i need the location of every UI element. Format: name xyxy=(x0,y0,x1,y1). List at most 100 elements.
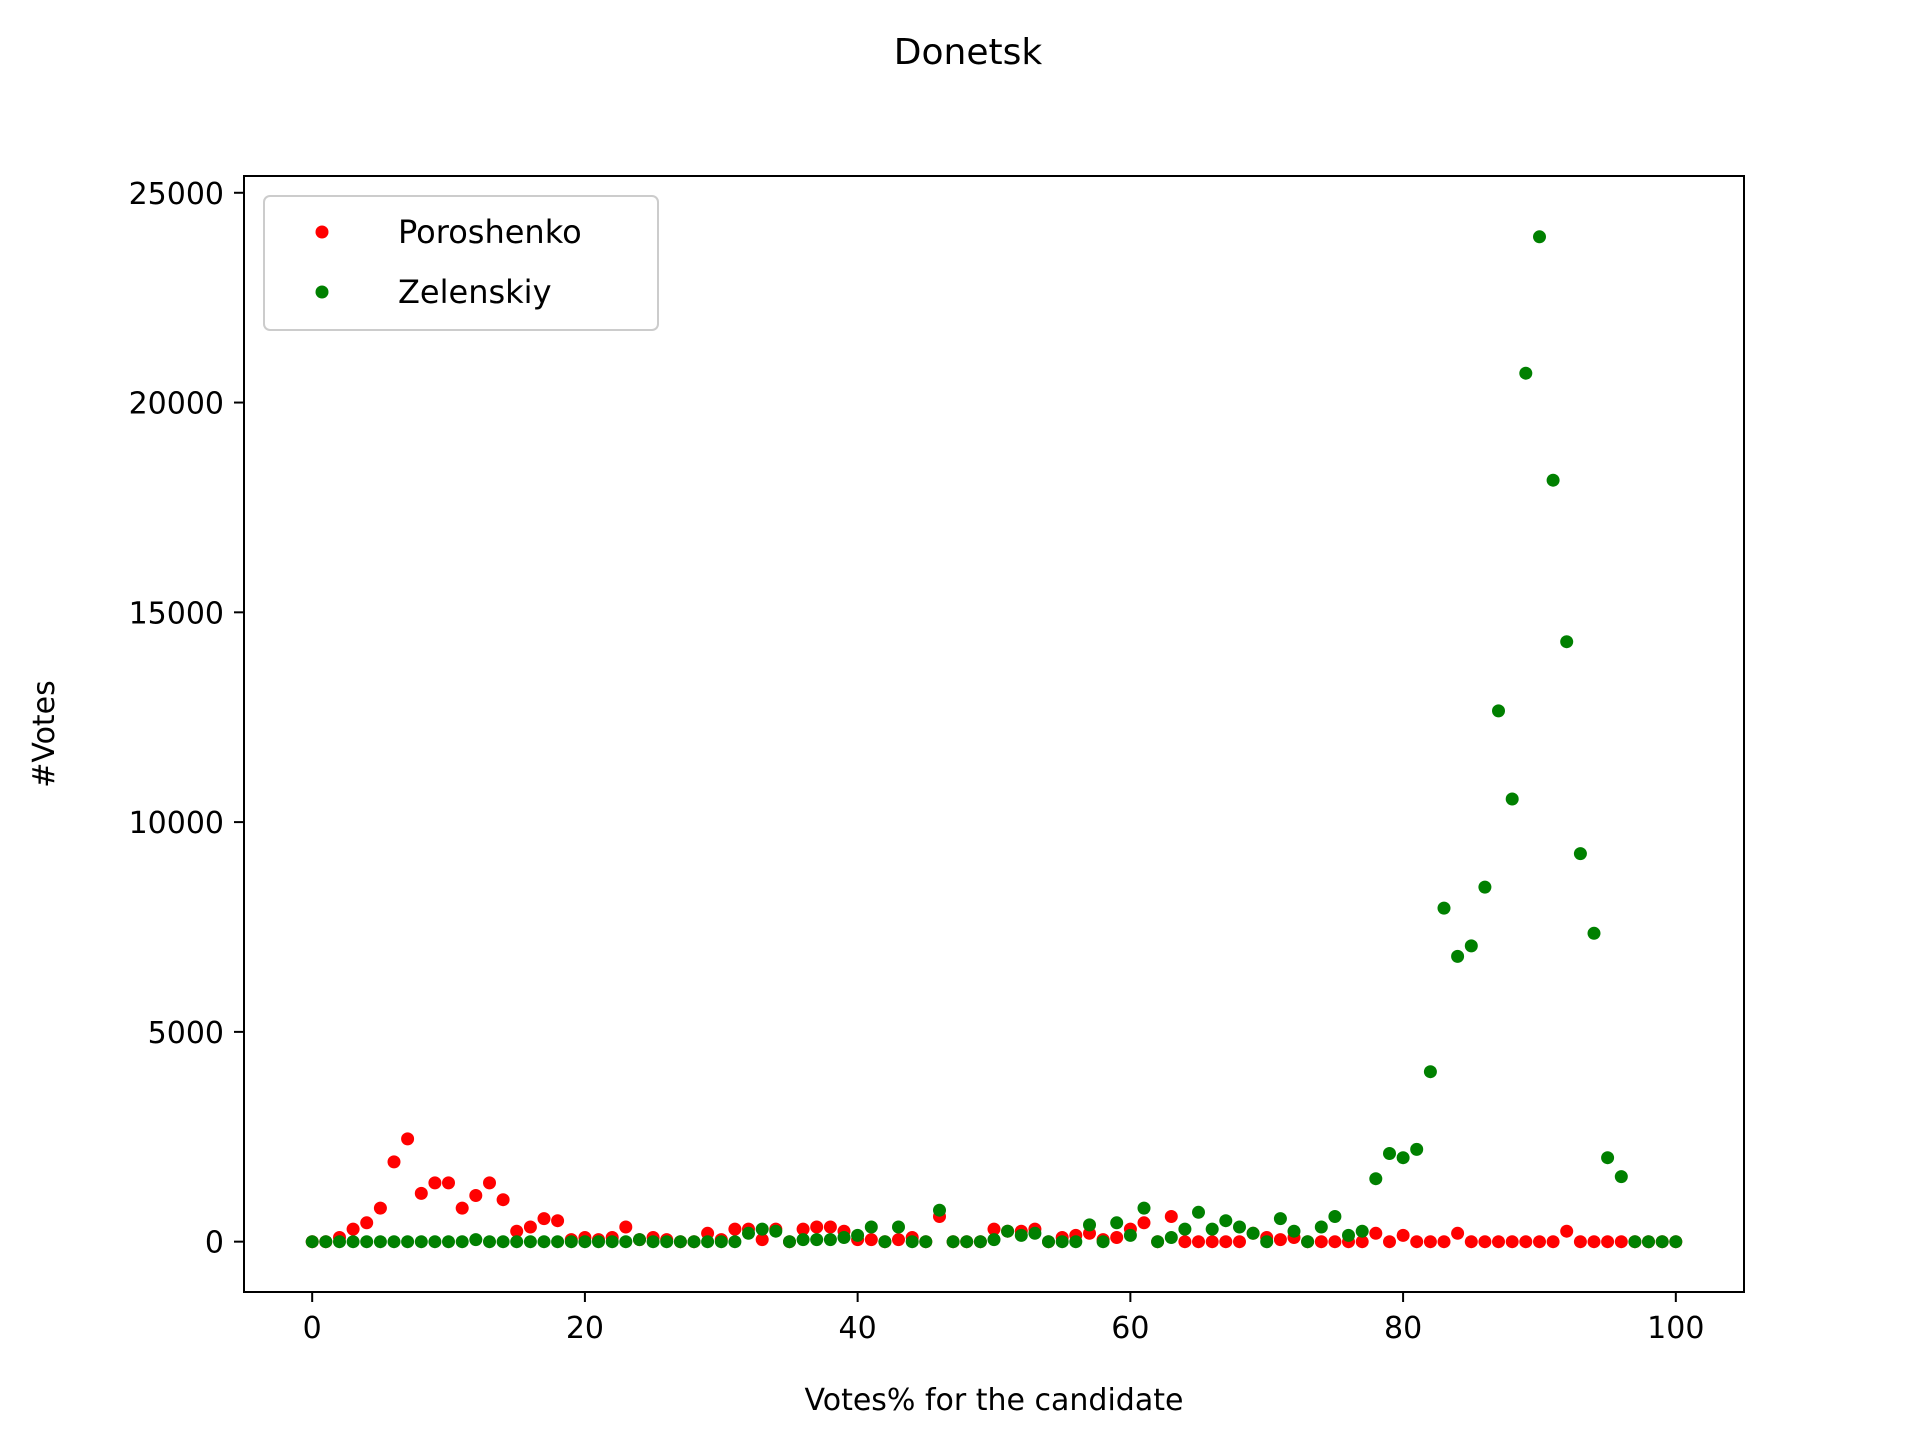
point-poroshenko xyxy=(469,1189,483,1202)
point-zelenskiy xyxy=(960,1235,974,1249)
point-zelenskiy xyxy=(769,1224,783,1238)
point-zelenskiy xyxy=(1642,1235,1655,1249)
point-poroshenko xyxy=(1192,1235,1205,1249)
point-poroshenko xyxy=(360,1216,374,1230)
point-poroshenko xyxy=(1137,1216,1151,1230)
point-zelenskiy xyxy=(633,1233,646,1247)
x-tick-label: 60 xyxy=(1111,1311,1149,1346)
point-zelenskiy xyxy=(973,1235,987,1249)
point-poroshenko xyxy=(414,1186,428,1200)
y-tick-label: 15000 xyxy=(129,596,224,631)
point-zelenskiy xyxy=(673,1235,687,1249)
point-poroshenko xyxy=(1410,1235,1424,1249)
point-zelenskiy xyxy=(1301,1235,1315,1249)
point-zelenskiy xyxy=(1478,880,1492,894)
point-poroshenko xyxy=(1396,1228,1410,1242)
point-zelenskiy xyxy=(946,1235,960,1249)
point-poroshenko xyxy=(1233,1235,1246,1249)
legend-marker-poroshenko xyxy=(315,225,329,239)
point-poroshenko xyxy=(1451,1226,1465,1240)
point-zelenskiy xyxy=(851,1228,865,1242)
point-zelenskiy xyxy=(346,1235,360,1249)
point-zelenskiy xyxy=(1587,926,1601,940)
point-zelenskiy xyxy=(1055,1235,1069,1249)
point-zelenskiy xyxy=(619,1235,633,1249)
point-zelenskiy xyxy=(1246,1226,1260,1240)
point-zelenskiy xyxy=(510,1235,524,1249)
point-zelenskiy xyxy=(1042,1235,1055,1249)
point-poroshenko xyxy=(483,1176,496,1190)
point-zelenskiy xyxy=(1546,473,1560,487)
point-zelenskiy xyxy=(1110,1216,1124,1230)
point-poroshenko xyxy=(551,1214,565,1228)
point-zelenskiy xyxy=(373,1235,387,1249)
point-zelenskiy xyxy=(1164,1231,1178,1244)
point-poroshenko xyxy=(496,1193,510,1207)
point-zelenskiy xyxy=(1628,1235,1642,1249)
x-tick-label: 100 xyxy=(1647,1311,1704,1346)
point-zelenskiy xyxy=(428,1235,442,1249)
y-axis: 0 5000 10000 15000 20000 25000 xyxy=(129,177,244,1261)
point-poroshenko xyxy=(442,1176,455,1190)
point-zelenskiy xyxy=(483,1235,496,1249)
point-zelenskiy xyxy=(1192,1205,1205,1219)
point-zelenskiy xyxy=(1655,1235,1669,1249)
point-zelenskiy xyxy=(1355,1224,1369,1238)
point-zelenskiy xyxy=(1205,1222,1219,1236)
point-poroshenko xyxy=(1533,1235,1546,1249)
point-poroshenko xyxy=(1437,1235,1451,1249)
point-poroshenko xyxy=(1219,1235,1233,1249)
point-poroshenko xyxy=(387,1155,401,1169)
point-poroshenko xyxy=(987,1222,1001,1236)
point-poroshenko xyxy=(1505,1235,1519,1249)
point-poroshenko xyxy=(428,1176,442,1190)
point-zelenskiy xyxy=(1233,1220,1246,1234)
point-zelenskiy xyxy=(1028,1226,1042,1240)
point-zelenskiy xyxy=(1437,901,1451,915)
chart-title: Donetsk xyxy=(894,32,1043,73)
point-zelenskiy xyxy=(496,1235,510,1249)
point-zelenskiy xyxy=(783,1235,796,1249)
point-zelenskiy xyxy=(605,1235,619,1249)
point-zelenskiy xyxy=(1083,1218,1096,1232)
point-zelenskiy xyxy=(1451,949,1465,963)
point-zelenskiy xyxy=(905,1235,919,1249)
point-zelenskiy xyxy=(1151,1235,1165,1249)
point-zelenskiy xyxy=(523,1235,537,1249)
point-zelenskiy xyxy=(592,1235,605,1249)
point-zelenskiy xyxy=(1369,1172,1383,1186)
legend-box xyxy=(263,195,659,331)
y-tick-label: 10000 xyxy=(129,806,224,841)
point-zelenskiy xyxy=(1069,1235,1083,1249)
point-zelenskiy xyxy=(551,1235,565,1249)
point-poroshenko xyxy=(1601,1235,1615,1249)
legend: Poroshenko Zelenskiy xyxy=(263,195,659,331)
x-tick-label: 40 xyxy=(839,1311,877,1346)
point-zelenskiy xyxy=(1123,1228,1137,1242)
point-zelenskiy xyxy=(401,1235,415,1249)
point-zelenskiy xyxy=(1273,1212,1287,1226)
point-poroshenko xyxy=(1587,1235,1601,1249)
point-poroshenko xyxy=(1383,1235,1396,1249)
point-poroshenko xyxy=(1164,1210,1178,1223)
point-poroshenko xyxy=(1110,1231,1124,1244)
point-zelenskiy xyxy=(333,1235,346,1249)
point-poroshenko xyxy=(892,1233,905,1247)
point-zelenskiy xyxy=(1396,1151,1410,1165)
point-zelenskiy xyxy=(728,1235,742,1249)
point-poroshenko xyxy=(1328,1235,1342,1249)
point-poroshenko xyxy=(510,1224,524,1238)
point-zelenskiy xyxy=(823,1233,837,1247)
point-poroshenko xyxy=(1573,1235,1587,1249)
y-axis-title: #Votes xyxy=(27,680,62,788)
points-layer xyxy=(305,230,1683,1249)
legend-label-zelenskiy: Zelenskiy xyxy=(398,273,552,311)
point-zelenskiy xyxy=(319,1235,333,1249)
point-zelenskiy xyxy=(1219,1214,1233,1228)
x-tick-label: 0 xyxy=(303,1311,322,1346)
point-poroshenko xyxy=(1273,1233,1287,1247)
point-zelenskiy xyxy=(1342,1228,1355,1242)
point-poroshenko xyxy=(1519,1235,1533,1249)
point-poroshenko xyxy=(346,1222,360,1236)
